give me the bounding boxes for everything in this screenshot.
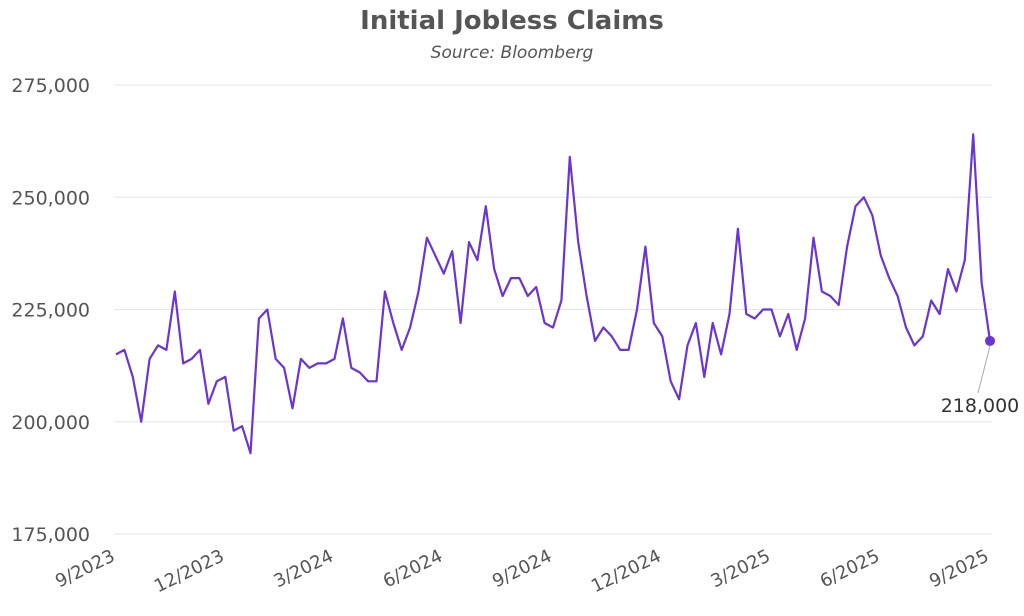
last-point-marker [985,335,995,346]
y-tick-label: 275,000 [11,75,90,97]
x-tick-label: 6/2024 [380,546,446,593]
x-tick-label: 9/2024 [489,546,555,593]
chart-subtitle: Source: Bloomberg [430,43,594,63]
last-value-label: 218,000 [941,395,1020,417]
x-tick-label: 12/2024 [588,546,664,598]
x-tick-label: 12/2023 [151,546,227,598]
annotation-leader [977,345,991,394]
y-tick-label: 225,000 [11,300,90,322]
x-tick-label: 3/2025 [708,546,774,593]
x-tick-label: 6/2025 [817,546,883,593]
y-tick-label: 200,000 [11,412,90,434]
y-tick-label: 175,000 [11,524,90,546]
x-tick-label: 3/2024 [271,546,337,593]
x-tick-label: 9/2023 [52,546,118,593]
chart-title: Initial Jobless Claims [360,6,664,36]
x-tick-label: 9/2025 [926,546,992,593]
y-tick-label: 250,000 [11,187,90,209]
series-line [115,133,992,455]
